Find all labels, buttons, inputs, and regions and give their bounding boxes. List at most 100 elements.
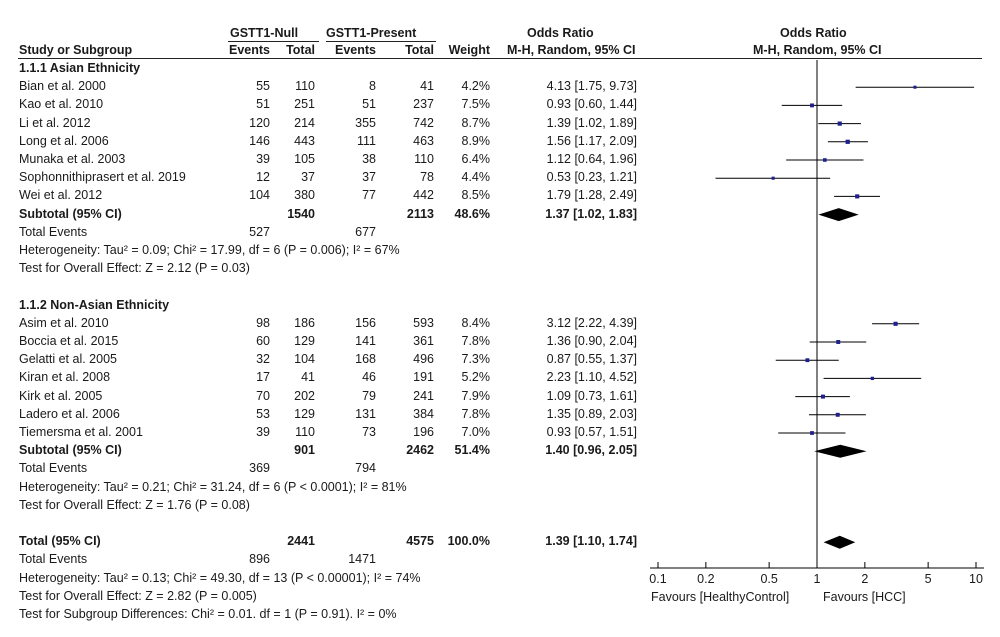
study-t1: 186 bbox=[294, 315, 315, 330]
study-e1: 70 bbox=[256, 388, 270, 403]
study-e1: 51 bbox=[256, 97, 270, 112]
study-w: 7.8% bbox=[461, 406, 491, 421]
events-e1: 369 bbox=[249, 461, 270, 476]
study-w: 6.4% bbox=[461, 152, 491, 166]
study-e1: 120 bbox=[249, 115, 270, 130]
favours-right-label: Favours [HCC] bbox=[823, 590, 906, 604]
events-label: Total Events bbox=[19, 224, 88, 239]
study-e2: 79 bbox=[362, 388, 376, 403]
heading-label: 1.1.2 Non-Asian Ethnicity bbox=[19, 297, 170, 312]
study-label: Li et al. 2012 bbox=[19, 115, 91, 130]
effect-point bbox=[913, 85, 917, 89]
study-t1: 129 bbox=[294, 406, 315, 421]
subtotal-label: Total (95% CI) bbox=[19, 534, 101, 549]
x-tick-label: 2 bbox=[861, 572, 868, 586]
study-e1: 55 bbox=[256, 79, 270, 94]
events-e1: 527 bbox=[249, 224, 270, 239]
group1-header: GSTT1-Null bbox=[230, 26, 299, 40]
x-tick-label: 0.5 bbox=[760, 572, 777, 586]
study-w: 4.4% bbox=[461, 170, 491, 185]
subtotal-w: 100.0% bbox=[447, 534, 490, 549]
effect-point bbox=[855, 194, 860, 199]
study-e1: 39 bbox=[256, 152, 270, 166]
study-e2: 51 bbox=[362, 97, 376, 112]
study-t2: 361 bbox=[413, 334, 434, 348]
x-tick-label: 5 bbox=[925, 572, 932, 586]
study-label: Munaka et al. 2003 bbox=[19, 152, 126, 166]
study-e1: 32 bbox=[256, 352, 270, 367]
col-total2: Total bbox=[405, 43, 434, 57]
study-e2: 156 bbox=[355, 315, 376, 330]
study-w: 4.2% bbox=[461, 79, 491, 94]
events-e1: 896 bbox=[249, 552, 270, 567]
study-t2: 191 bbox=[413, 370, 434, 385]
study-t2: 237 bbox=[413, 97, 434, 112]
study-label: Kao et al. 2010 bbox=[19, 97, 104, 112]
or-title-left: Odds Ratio bbox=[527, 26, 594, 40]
study-ci: 1.79 [1.28, 2.49] bbox=[546, 188, 637, 203]
group2-header: GSTT1-Present bbox=[326, 26, 417, 40]
effect-point bbox=[810, 431, 814, 435]
study-ci: 1.39 [1.02, 1.89] bbox=[546, 115, 637, 130]
study-t2: 742 bbox=[413, 115, 434, 130]
study-e2: 168 bbox=[355, 352, 376, 367]
note-label: Test for Subgroup Differences: Chi² = 0.… bbox=[19, 607, 397, 621]
study-e2: 38 bbox=[362, 152, 376, 166]
study-ci: 0.87 [0.55, 1.37] bbox=[546, 352, 637, 367]
x-tick-label: 10 bbox=[969, 572, 983, 586]
note-label: Test for Overall Effect: Z = 1.76 (P = 0… bbox=[19, 497, 250, 512]
events-e2: 1471 bbox=[348, 552, 376, 567]
events-label: Total Events bbox=[19, 552, 88, 567]
study-w: 7.9% bbox=[461, 388, 491, 403]
study-ci: 3.12 [2.22, 4.39] bbox=[546, 315, 637, 330]
study-t1: 251 bbox=[294, 97, 315, 112]
study-e2: 46 bbox=[362, 370, 376, 385]
study-e2: 131 bbox=[355, 406, 376, 421]
subtotal-t2: 2113 bbox=[406, 206, 434, 221]
study-w: 8.7% bbox=[461, 115, 491, 130]
subtotal-t1: 901 bbox=[294, 443, 315, 458]
effect-point bbox=[805, 358, 810, 363]
col-weight: Weight bbox=[448, 43, 490, 57]
study-t1: 214 bbox=[294, 115, 315, 130]
x-tick-label: 0.2 bbox=[697, 572, 714, 586]
effect-point bbox=[823, 158, 827, 162]
group2-underline bbox=[326, 41, 436, 42]
effect-point bbox=[845, 139, 850, 144]
study-label: Long et al. 2006 bbox=[19, 133, 109, 148]
x-tick-label: 1 bbox=[814, 572, 821, 586]
study-w: 7.0% bbox=[461, 425, 491, 439]
col-method-right: M-H, Random, 95% CI bbox=[753, 43, 882, 57]
study-e2: 111 bbox=[356, 133, 376, 148]
study-t2: 593 bbox=[413, 315, 434, 330]
study-t1: 110 bbox=[295, 425, 315, 439]
study-ci: 1.09 [0.73, 1.61] bbox=[546, 388, 637, 403]
effect-point bbox=[837, 121, 842, 126]
note-label: Test for Overall Effect: Z = 2.12 (P = 0… bbox=[19, 261, 250, 276]
study-e2: 73 bbox=[362, 425, 376, 439]
effect-point bbox=[836, 340, 841, 344]
subtotal-t1: 1540 bbox=[287, 206, 315, 221]
study-e1: 17 bbox=[256, 370, 270, 385]
study-label: Kiran et al. 2008 bbox=[19, 370, 111, 385]
note-label: Heterogeneity: Tau² = 0.21; Chi² = 31.24… bbox=[19, 479, 407, 494]
effect-point bbox=[820, 394, 825, 399]
subtotal-w: 51.4% bbox=[454, 443, 490, 458]
study-t2: 442 bbox=[413, 188, 434, 203]
study-label: Kirk et al. 2005 bbox=[19, 388, 103, 403]
study-w: 8.5% bbox=[461, 188, 491, 203]
group1-underline bbox=[228, 41, 319, 42]
study-label: Boccia et al. 2015 bbox=[19, 334, 119, 348]
study-e2: 141 bbox=[355, 334, 376, 348]
study-label: Bian et al. 2000 bbox=[19, 79, 106, 94]
col-total1: Total bbox=[286, 43, 315, 57]
study-w: 7.3% bbox=[461, 352, 491, 367]
note-label: Heterogeneity: Tau² = 0.09; Chi² = 17.99… bbox=[19, 243, 400, 257]
or-title-right: Odds Ratio bbox=[780, 26, 847, 40]
note-label: Heterogeneity: Tau² = 0.13; Chi² = 49.30… bbox=[19, 570, 421, 585]
pooled-diamond bbox=[823, 535, 856, 549]
study-w: 5.2% bbox=[461, 370, 491, 385]
study-t1: 202 bbox=[294, 388, 315, 403]
col-events2: Events bbox=[335, 43, 376, 57]
study-label: Ladero et al. 2006 bbox=[19, 406, 120, 421]
